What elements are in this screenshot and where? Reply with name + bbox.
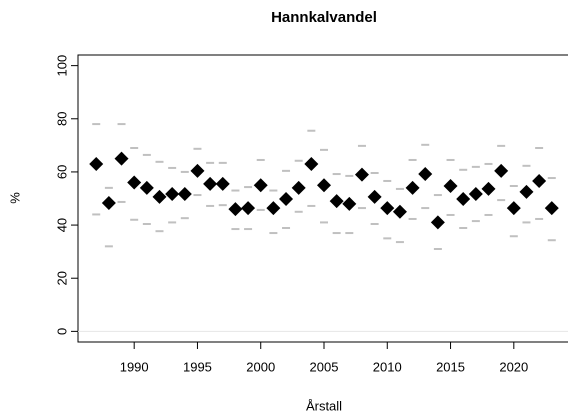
x-tick-label: 1995 [183,359,212,374]
point [139,180,154,195]
point [279,192,294,207]
point [494,163,509,178]
point [291,180,306,195]
point [228,202,243,217]
point [329,194,344,209]
point [443,179,458,194]
x-tick-label: 1990 [120,359,149,374]
point [532,173,547,188]
point [203,176,218,191]
point [342,196,357,211]
point [304,156,319,171]
x-tick-label: 2020 [499,359,528,374]
point [506,201,521,216]
point [114,151,129,166]
point [367,189,382,204]
y-tick-label: 40 [54,218,69,232]
x-tick-label: 2010 [373,359,402,374]
point [380,201,395,216]
point [89,156,104,171]
point [481,181,496,196]
y-tick-label: 0 [54,328,69,335]
x-tick-label: 2015 [436,359,465,374]
point [519,184,534,199]
y-axis-title: % [7,192,22,204]
point [215,176,230,191]
y-tick-label: 100 [54,55,69,77]
point [253,178,268,193]
y-tick-label: 80 [54,112,69,126]
point [101,196,116,211]
point [354,167,369,182]
point [241,201,256,216]
x-tick-label: 2000 [246,359,275,374]
y-tick-label: 20 [54,271,69,285]
point [544,201,559,216]
x-axis-title: Årstall [306,398,342,413]
x-tick-label: 2005 [310,359,339,374]
point [456,192,471,207]
point [405,180,420,195]
chart-title: Hannkalvandel [271,9,377,26]
point [177,186,192,201]
point [418,167,433,182]
y-tick-label: 60 [54,165,69,179]
point [468,186,483,201]
point [317,178,331,193]
point [266,201,281,216]
point [127,175,142,190]
point [165,186,180,201]
point [152,189,167,204]
plot-box [77,54,568,343]
point [190,163,205,178]
point [430,215,445,230]
point [392,204,407,219]
